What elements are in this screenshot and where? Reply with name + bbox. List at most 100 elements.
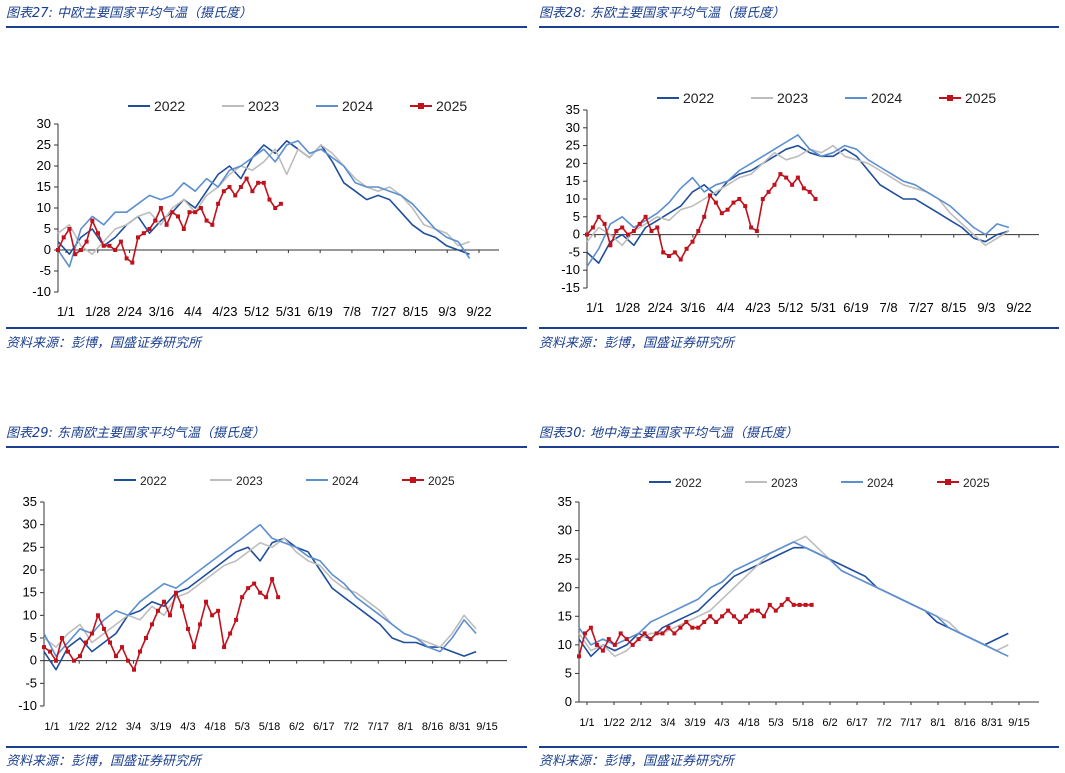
point-2025 <box>779 602 784 607</box>
point-2025 <box>760 197 765 201</box>
series-line-2025 <box>57 177 282 264</box>
point-2025 <box>264 595 269 600</box>
x-tick-label: 1/28 <box>85 304 110 319</box>
x-tick-label: 8/15 <box>941 300 966 315</box>
point-2025 <box>221 189 226 194</box>
x-tick-label: 3/4 <box>660 717 675 729</box>
point-2025 <box>267 197 272 202</box>
point-2025 <box>813 197 818 201</box>
point-2025 <box>244 176 249 181</box>
y-tick-label: 5 <box>44 221 51 236</box>
x-tick-label: 4/4 <box>184 304 202 319</box>
x-tick-label: 9/22 <box>1006 300 1031 315</box>
point-2025 <box>210 222 215 227</box>
series-line-2024 <box>578 541 1009 658</box>
point-2025 <box>60 636 64 640</box>
x-tick-label: 5/3 <box>235 721 250 733</box>
x-tick-label: 8/31 <box>981 717 1002 729</box>
point-2025 <box>725 207 730 212</box>
x-tick-label: 2/12 <box>630 717 651 729</box>
point-2025 <box>672 250 677 255</box>
x-tick-label: 4/3 <box>714 717 729 729</box>
x-tick-label: 5/31 <box>811 300 836 315</box>
y-tick-label: 20 <box>37 158 51 173</box>
chart-mediterranean: 35 30 25 20 15 10 5 0 1/1 1/22 2/12 3/4 3/19 4/3 4/18 5… <box>558 476 1039 729</box>
point-2025 <box>136 235 140 240</box>
point-2025 <box>690 625 695 630</box>
point-2025 <box>138 649 142 654</box>
series-line-2022 <box>43 537 477 671</box>
x-tick-label: 3/4 <box>126 721 141 733</box>
point-2025 <box>176 214 180 219</box>
point-2025 <box>726 608 731 613</box>
y-tick-label: 20 <box>23 562 37 577</box>
point-2025 <box>608 243 613 248</box>
point-2025 <box>187 210 192 215</box>
panel-southeast-europe: 图表29: 东南欧主要国家平均气温（摄氏度） 35 30 25 20 15 10 5 0 -5 -… <box>6 422 527 772</box>
chart-title: 图表30: 地中海主要国家平均气温（摄氏度） <box>539 426 799 441</box>
legend-label: 2023 <box>236 474 263 488</box>
point-2025 <box>198 622 202 627</box>
point-2025 <box>228 631 233 636</box>
x-tick-label: 1/1 <box>57 304 75 319</box>
x-tick-label: 7/2 <box>876 717 891 729</box>
chart-eastern-europe: 35 30 25 20 15 10 5 0 -5 -10 -15 1/1 1/28 2/24 3/16 4/4… <box>561 90 1039 315</box>
point-2025 <box>661 250 666 255</box>
legend-label: 2025 <box>428 474 455 488</box>
legend-label: 2023 <box>777 90 808 106</box>
series-line-2024 <box>586 134 1010 268</box>
y-tick-label: 20 <box>566 155 580 170</box>
point-2025 <box>73 252 78 257</box>
point-2025 <box>790 182 795 187</box>
point-2025 <box>42 645 46 650</box>
legend-label: 2024 <box>871 90 902 106</box>
y-tick-label: 30 <box>558 523 572 538</box>
series-line-2024 <box>57 140 471 268</box>
point-2025 <box>150 622 154 627</box>
y-tick-label: -10 <box>561 262 580 277</box>
point-2025 <box>78 248 83 252</box>
point-2025 <box>620 225 625 230</box>
point-2025 <box>708 614 713 619</box>
point-2025 <box>120 645 124 650</box>
point-2025 <box>684 620 689 624</box>
point-2025 <box>696 625 701 630</box>
point-2025 <box>78 654 82 659</box>
point-2025 <box>156 608 160 613</box>
source-rule <box>539 746 1059 748</box>
point-2025 <box>234 617 239 622</box>
x-tick-label: 1/1 <box>44 721 59 733</box>
point-2025 <box>170 210 175 215</box>
point-2025 <box>585 232 589 237</box>
point-2025 <box>631 229 636 233</box>
x-tick-label: 7/8 <box>343 304 361 319</box>
point-2025 <box>90 631 94 636</box>
point-2025 <box>614 229 619 233</box>
point-2025 <box>737 197 742 201</box>
x-tick-label: 8/16 <box>422 721 443 733</box>
series-line-2025 <box>43 578 279 671</box>
point-2025 <box>755 608 760 613</box>
y-tick-label: 35 <box>558 494 572 509</box>
legend-label: 2024 <box>342 98 373 114</box>
point-2025 <box>754 229 759 233</box>
point-2025 <box>743 204 748 209</box>
y-tick-label: 25 <box>37 137 51 152</box>
point-2025 <box>180 604 184 609</box>
y-tick-label: 10 <box>37 200 51 215</box>
x-tick-label: 8/16 <box>954 717 975 729</box>
point-2025 <box>744 614 748 619</box>
point-2025 <box>164 222 169 227</box>
point-2025 <box>233 193 238 198</box>
x-tick-label: 1/22 <box>68 721 89 733</box>
title-rule <box>539 26 1059 28</box>
x-tick-label: 9/3 <box>977 300 995 315</box>
chart-source: 资料来源：彭博，国盛证券研究所 <box>539 754 735 769</box>
x-tick-label: 9/15 <box>1008 717 1029 729</box>
point-2025 <box>643 214 648 219</box>
point-2025 <box>626 232 630 237</box>
point-2025 <box>273 206 278 210</box>
point-2025 <box>107 243 112 248</box>
point-2025 <box>720 614 725 619</box>
point-2025 <box>749 225 754 230</box>
